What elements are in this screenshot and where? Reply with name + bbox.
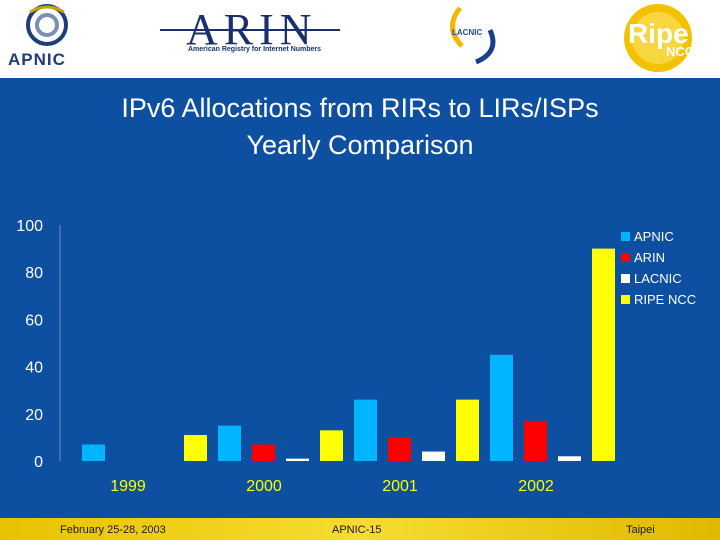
- y-tick-label-2: 40: [25, 360, 43, 377]
- legend-swatch: [621, 295, 630, 304]
- slide-title: IPv6 Allocations from RIRs to LIRs/ISPs …: [0, 90, 720, 164]
- footer-event: APNIC-15: [332, 524, 382, 536]
- x-tick-label-2001: 2001: [382, 478, 418, 495]
- lacnic-logo-text: LACNIC: [452, 28, 483, 37]
- arin-logo-icon: [160, 29, 340, 31]
- legend-label: APNIC: [634, 229, 674, 244]
- bar-apnic-2000: [218, 425, 241, 461]
- x-tick-label-2000: 2000: [246, 478, 282, 495]
- legend-label: RIPE NCC: [634, 292, 697, 307]
- y-tick-label-3: 60: [25, 312, 43, 329]
- y-tick-labels: 0 20 40 60 80 100: [16, 218, 43, 471]
- bar-ripe-ncc-2002: [592, 248, 615, 461]
- bar-arin-2001: [388, 437, 411, 461]
- legend-item-apnic: APNIC: [621, 226, 696, 247]
- legend-item-ripe-ncc: RIPE NCC: [621, 289, 696, 310]
- apnic-logo-text: APNIC: [8, 50, 66, 69]
- x-tick-label-1999: 1999: [110, 478, 146, 495]
- footer-bar: February 25-28, 2003 APNIC-15 Taipei: [0, 518, 720, 540]
- bar-lacnic-2001: [422, 451, 445, 461]
- bar-ripe-ncc-1999: [184, 435, 207, 461]
- ripe-ncc-logo-icon: [624, 4, 692, 72]
- apnic-logo-icon: [26, 4, 68, 46]
- legend-swatch: [621, 274, 630, 283]
- bar-ripe-ncc-2000: [320, 430, 343, 461]
- ripe-logo-text: Ripe: [628, 18, 689, 49]
- legend-swatch: [621, 232, 630, 241]
- arin-logo-subtitle: American Registry for Internet Numbers: [188, 46, 322, 53]
- logo-strip: APNIC ARIN American Registry for Interne…: [0, 0, 720, 78]
- legend: APNIC ARIN LACNIC RIPE NCC: [621, 226, 696, 310]
- legend-swatch: [621, 253, 630, 262]
- bar-ripe-ncc-2001: [456, 399, 479, 461]
- bar-lacnic-2000: [286, 458, 309, 461]
- x-tick-labels: 1999 2000 2001 2002: [110, 478, 554, 495]
- bar-apnic-2002: [490, 354, 513, 461]
- bar-apnic-2001: [354, 399, 377, 461]
- lacnic-logo-icon: [450, 6, 496, 65]
- bar-arin-2002: [524, 420, 547, 461]
- bar-chart: 0 20 40 60 80 100 1999 2000 2001 2002: [16, 218, 615, 495]
- y-tick-label-4: 80: [25, 265, 43, 282]
- y-tick-label-0: 0: [34, 454, 43, 471]
- legend-item-lacnic: LACNIC: [621, 268, 696, 289]
- legend-label: LACNIC: [634, 271, 682, 286]
- title-line-2: Yearly Comparison: [246, 130, 474, 160]
- x-tick-label-2002: 2002: [518, 478, 554, 495]
- bar-arin-2000: [252, 444, 275, 461]
- footer-location: Taipei: [626, 524, 655, 536]
- bar-lacnic-2002: [558, 456, 581, 461]
- y-tick-label-5: 100: [16, 218, 43, 235]
- bars: [82, 248, 615, 461]
- title-line-1: IPv6 Allocations from RIRs to LIRs/ISPs: [121, 93, 599, 123]
- legend-item-arin: ARIN: [621, 247, 696, 268]
- footer-date: February 25-28, 2003: [60, 524, 166, 536]
- arin-logo-text: ARIN: [186, 5, 318, 54]
- legend-label: ARIN: [634, 250, 666, 265]
- ncc-logo-text: NCC: [666, 44, 695, 59]
- y-tick-label-1: 20: [25, 407, 43, 424]
- bar-apnic-1999: [82, 444, 105, 461]
